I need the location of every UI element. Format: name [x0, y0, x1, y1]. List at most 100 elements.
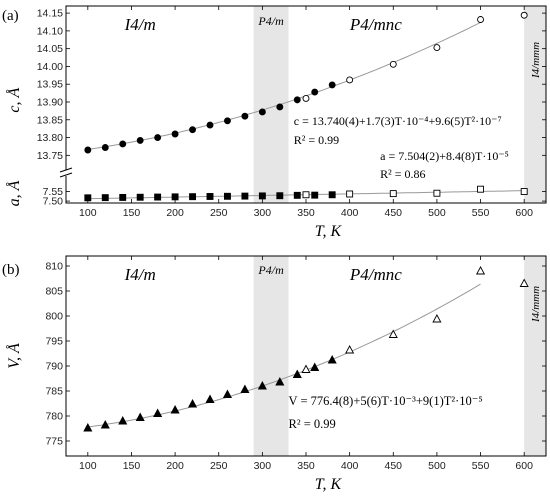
marker-c-filled-circle — [258, 108, 266, 116]
marker-V-filled-triangle — [118, 416, 128, 425]
marker-V-filled-triangle — [327, 355, 337, 364]
y-tick-label: 795 — [45, 336, 63, 348]
y-tick-label: 13.95 — [37, 79, 63, 91]
ylabel-top: c, Å — [5, 88, 23, 113]
y-tick-label: 775 — [45, 436, 63, 448]
region-label-p4mnc-b: P4/mnc — [349, 265, 402, 284]
marker-V-open-triangle — [432, 314, 442, 323]
panel-a: 100 150 200 250 300 350 400 450 500 550 600 13.75 13… — [2, 5, 547, 240]
region-label-p4mnc-a: P4/mnc — [349, 15, 402, 34]
x-tick-label: 200 — [166, 460, 184, 472]
marker-a-open-square — [389, 190, 397, 198]
marker-c-filled-circle — [276, 103, 284, 111]
marker-c-open-circle — [302, 94, 310, 102]
marker-a-filled-square — [293, 191, 301, 199]
shade-p4m-b — [253, 256, 289, 456]
y-tick-label: 780 — [45, 411, 63, 423]
marker-V-filled-triangle — [222, 389, 233, 398]
marker-V-filled-triangle — [240, 384, 250, 393]
x-tick-label: 600 — [515, 207, 533, 219]
region-label-i4m-a: I4/m — [124, 15, 156, 34]
marker-c-filled-circle — [136, 136, 144, 144]
marker-c-filled-circle — [84, 146, 92, 154]
panel-label-b: (b) — [2, 262, 20, 278]
marker-a-filled-square — [101, 194, 109, 202]
marker-c-open-circle — [346, 76, 354, 84]
marker-a-filled-square — [154, 193, 162, 201]
x-tick-label: 400 — [341, 460, 359, 472]
marker-V-filled-triangle — [100, 420, 110, 429]
axis-break-mark — [59, 167, 73, 173]
marker-c-filled-circle — [206, 121, 214, 129]
shade-p4m-a — [253, 6, 289, 203]
marker-V-open-triangle — [519, 278, 529, 287]
marker-V-filled-triangle — [205, 394, 215, 403]
equation-a: a = 7.504(2)+8.4(8)T·10⁻⁵ — [380, 149, 509, 163]
region-label-p4m-b: P4/m — [257, 263, 284, 277]
xlabel-b: T, K — [315, 476, 343, 493]
marker-c-open-circle — [433, 44, 441, 52]
x-tick-label: 550 — [472, 207, 490, 219]
marker-c-filled-circle — [311, 88, 319, 96]
y-tick-label: 14.00 — [37, 61, 63, 73]
x-tick-label: 150 — [123, 460, 141, 472]
marker-c-filled-circle — [171, 130, 179, 138]
marker-c-filled-circle — [119, 140, 127, 148]
marker-a-filled-square — [119, 193, 127, 201]
plot-frame-a — [65, 5, 547, 204]
xlabel-a: T, K — [315, 223, 343, 240]
marker-c-filled-circle — [154, 134, 162, 142]
marker-V-filled-triangle — [292, 369, 302, 378]
marker-V-filled-triangle — [275, 377, 285, 386]
marker-V-filled-triangle — [135, 412, 145, 421]
marker-a-filled-square — [206, 193, 214, 200]
y-tick-label: 13.90 — [37, 97, 63, 109]
r2-c: R² = 0.99 — [294, 133, 339, 147]
x-tick-label: 300 — [254, 460, 272, 472]
marker-V-open-triangle — [345, 345, 355, 354]
x-tick-label: 550 — [472, 460, 490, 472]
ylabel-bottom: a, Å — [5, 180, 23, 206]
y-tick-label: 800 — [45, 311, 63, 323]
panel-b: 100 150 200 250 300 350 400 450 500 550 600 775 780 7… — [2, 255, 547, 493]
marker-a-filled-square — [136, 193, 144, 201]
x-tick-label: 400 — [341, 207, 359, 219]
marker-a-open-square — [477, 185, 484, 193]
x-tick-label: 350 — [297, 207, 315, 219]
marker-c-filled-circle — [224, 117, 231, 125]
shade-i4mmm-a — [524, 6, 546, 203]
x-tick-label: 300 — [254, 207, 272, 219]
y-tick-label: 13.75 — [37, 150, 63, 162]
x-tick-label: 100 — [79, 207, 97, 219]
x-tick-label: 600 — [515, 460, 533, 472]
y-tick-label: 13.80 — [37, 132, 63, 144]
marker-V-filled-triangle — [310, 362, 320, 371]
marker-a-open-square — [346, 190, 354, 198]
y-tick-label: 14.10 — [37, 25, 63, 37]
fit-curve-v — [87, 283, 481, 428]
marker-V-filled-triangle — [153, 408, 163, 417]
marker-V-open-triangle — [388, 329, 398, 338]
marker-V-open-triangle — [475, 266, 486, 275]
y-tick-label: 13.85 — [37, 114, 63, 126]
marker-a-open-square — [520, 188, 528, 195]
marker-a-filled-square — [189, 193, 196, 201]
marker-c-open-circle — [389, 60, 397, 68]
y-tick-label: 805 — [45, 286, 63, 298]
marker-a-filled-square — [328, 191, 336, 199]
marker-a-filled-square — [311, 191, 319, 199]
panel-label-a: (a) — [2, 8, 19, 24]
marker-c-filled-circle — [241, 112, 249, 120]
y-tick-label: 14.05 — [37, 43, 63, 55]
x-tick-label: 150 — [123, 207, 141, 219]
marker-V-open-triangle — [301, 364, 311, 373]
marker-a-filled-square — [171, 193, 179, 201]
marker-c-filled-circle — [293, 96, 301, 104]
marker-a-open-square — [302, 191, 310, 199]
marker-a-filled-square — [241, 192, 249, 200]
x-tick-label: 450 — [385, 460, 403, 472]
marker-V-filled-triangle — [187, 399, 198, 408]
fit-curve-c — [87, 21, 481, 150]
r2-v: R² = 0.99 — [289, 417, 336, 431]
